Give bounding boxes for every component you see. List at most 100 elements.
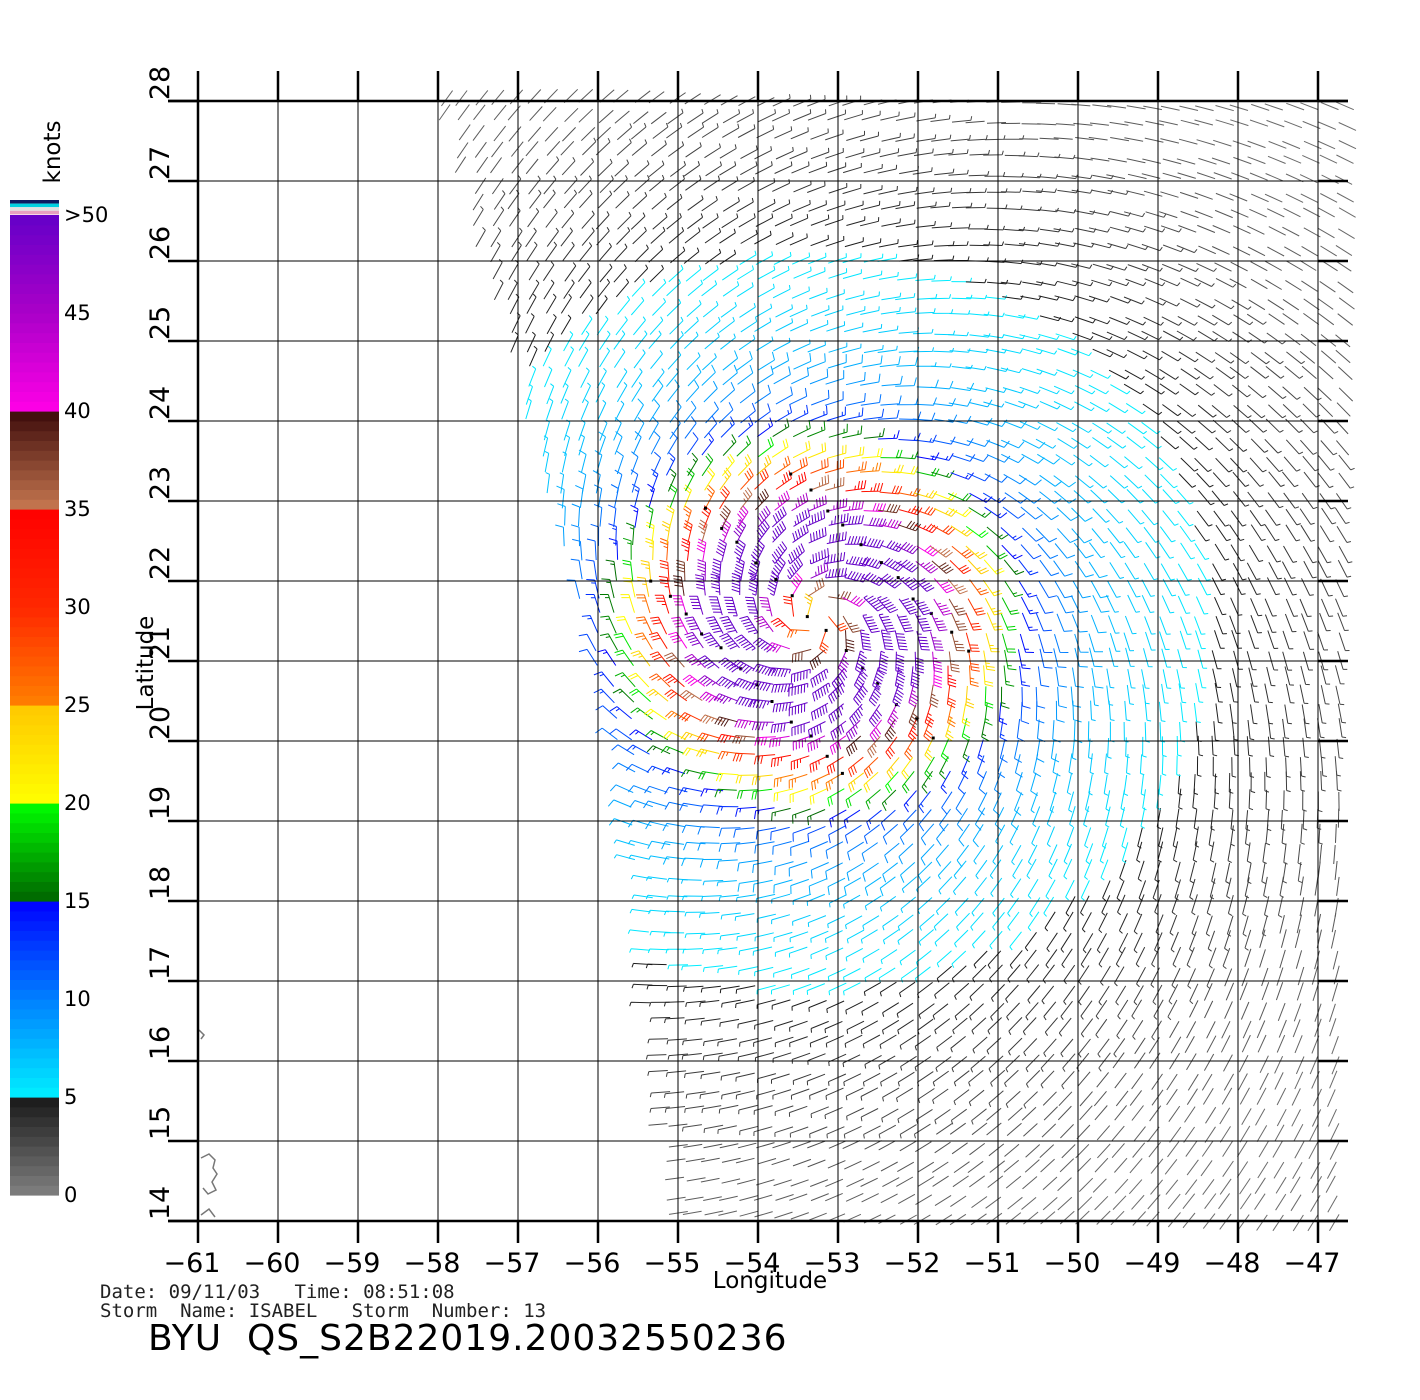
wind-barb <box>1299 897 1305 917</box>
wind-barb <box>1338 122 1357 131</box>
wind-barb <box>1079 1105 1093 1121</box>
wind-barb <box>775 318 794 332</box>
wind-barb <box>932 1175 949 1187</box>
wind-barb <box>860 200 881 211</box>
wind-barb <box>1241 968 1250 987</box>
wind-barb <box>986 454 1011 463</box>
wind-barb <box>1230 261 1248 272</box>
wind-barb <box>737 364 754 385</box>
wind-barb <box>1027 985 1041 1004</box>
wind-barb <box>984 225 1005 231</box>
wind-barb <box>1231 172 1250 180</box>
wind-barb <box>933 578 955 594</box>
wind-barb <box>634 160 650 177</box>
wind-barb <box>630 451 639 475</box>
wind-barb <box>1125 527 1142 544</box>
wind-barb <box>555 524 565 547</box>
wind-barb <box>1225 862 1231 884</box>
wind-barb <box>790 404 809 423</box>
wind-barb <box>969 1003 984 1021</box>
wind-barb <box>1273 1161 1285 1179</box>
wind-barb <box>884 719 896 743</box>
rain-flag <box>840 771 844 775</box>
wind-barb <box>912 328 934 335</box>
wind-barb <box>566 579 581 599</box>
wind-barb <box>737 124 756 138</box>
wind-barb <box>1116 1019 1128 1040</box>
wind-barb <box>913 1214 931 1225</box>
wind-barb <box>885 736 898 760</box>
wind-barb <box>1317 227 1335 239</box>
wind-barb <box>1274 1055 1284 1074</box>
wind-barb <box>1042 1091 1057 1106</box>
wind-barb <box>1133 1052 1146 1069</box>
wind-barb <box>1127 173 1147 180</box>
wind-barb <box>1027 878 1039 899</box>
wind-barb <box>1098 947 1109 968</box>
wind-barb <box>666 193 683 211</box>
wind-barb <box>1106 422 1126 434</box>
wind-barb <box>1143 526 1160 543</box>
wind-barb <box>717 1125 737 1134</box>
wind-barb <box>1055 454 1076 466</box>
wind-barb <box>862 862 879 882</box>
wind-barb <box>685 379 700 402</box>
wind-barb <box>1054 634 1069 653</box>
wind-barb <box>968 1089 985 1107</box>
wind-barb <box>1215 367 1235 380</box>
wind-barb <box>774 126 793 139</box>
wind-barb <box>682 1038 703 1046</box>
wind-barb <box>1162 510 1179 526</box>
wind-barb <box>790 1088 810 1100</box>
wind-barb <box>950 134 971 142</box>
wind-barb <box>1107 527 1124 544</box>
wind-barb <box>940 770 951 794</box>
colorbar-segment <box>10 430 59 441</box>
wind-barb <box>754 1211 773 1218</box>
wind-barb <box>564 346 575 367</box>
wind-barb <box>917 1161 935 1173</box>
wind-barb <box>842 500 864 512</box>
wind-barb <box>510 331 519 353</box>
wind-barb <box>828 682 845 704</box>
wind-barb <box>1321 507 1337 525</box>
wind-barb <box>739 1195 759 1201</box>
wind-barb <box>1040 1053 1055 1073</box>
wind-barb <box>950 1108 967 1125</box>
wind-barb <box>1039 315 1062 322</box>
wind-barb <box>790 456 808 475</box>
wind-barb <box>845 1192 864 1202</box>
wind-barb <box>649 1017 671 1023</box>
wind-barb <box>860 1020 879 1035</box>
colorbar-segment <box>10 861 59 873</box>
wind-barb <box>718 842 741 852</box>
wind-barb <box>985 1196 1002 1209</box>
wind-barb <box>1069 806 1076 828</box>
wind-barb <box>824 391 844 406</box>
wind-barb <box>1214 543 1230 561</box>
wind-barb <box>718 827 741 837</box>
wind-barb <box>897 273 918 281</box>
wind-barb <box>1147 1126 1160 1143</box>
wind-barb <box>859 462 882 473</box>
wind-barb <box>1255 1108 1266 1126</box>
wind-barb <box>1215 277 1237 288</box>
wind-barb <box>528 365 537 387</box>
wind-barb <box>1037 666 1050 688</box>
wind-barb <box>863 185 883 195</box>
wind-barb <box>1194 119 1214 126</box>
wind-barb <box>1020 544 1042 560</box>
wind-barb <box>705 316 721 334</box>
wind-barb <box>916 134 937 142</box>
wind-barb <box>1022 1176 1038 1190</box>
wind-barb <box>629 729 653 741</box>
wind-barb <box>1129 1158 1143 1174</box>
wind-barb <box>844 536 867 545</box>
wind-barb <box>737 505 749 529</box>
wind-barb <box>1042 964 1055 984</box>
wind-barb <box>546 383 555 405</box>
wind-barb <box>1066 773 1072 795</box>
wind-barb <box>903 790 917 813</box>
wind-barb <box>907 718 918 742</box>
wind-barb <box>1123 774 1129 796</box>
